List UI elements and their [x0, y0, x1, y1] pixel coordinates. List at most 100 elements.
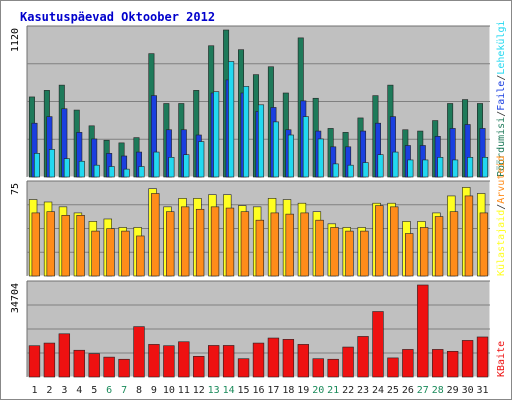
bar-kbytes-KBaite-day-16 [252, 342, 265, 378]
bar-visits-Arvuteid-day-16 [255, 219, 265, 277]
x-tick-label: 15 [238, 385, 250, 396]
bar-visits-Arvuteid-day-30 [464, 195, 474, 277]
bar-visits-Arvuteid-day-13 [210, 206, 220, 277]
bar-visits-Arvuteid-day-27 [419, 227, 429, 277]
x-tick-label: 26 [402, 385, 414, 396]
bar-visits-Arvuteid-day-15 [240, 211, 250, 277]
x-tick-label: 30 [462, 385, 474, 396]
legend-visits: Külastajaid/Arvuteid [496, 156, 507, 276]
legend-separator: / [496, 75, 507, 81]
bar-kbytes-KBaite-day-30 [461, 340, 474, 378]
bar-kbytes-KBaite-day-3 [58, 333, 71, 378]
bar-hits-Lehekülgi-day-11 [183, 154, 190, 178]
bar-visits-Arvuteid-day-2 [46, 211, 55, 277]
x-tick-label: 27 [417, 385, 429, 396]
x-tick-label: 16 [252, 385, 264, 396]
x-tick-label: 6 [106, 385, 112, 396]
bar-kbytes-KBaite-day-13 [208, 345, 220, 378]
legend-item: KBaite [496, 341, 507, 377]
x-tick-label: 24 [372, 385, 384, 396]
bar-visits-Arvuteid-day-12 [195, 208, 205, 277]
bar-hits-Lehekülgi-day-12 [198, 141, 205, 178]
bar-kbytes-KBaite-day-10 [163, 345, 175, 378]
legend-separator: / [496, 111, 507, 117]
x-tick-label: 18 [282, 385, 294, 396]
bar-kbytes-KBaite-day-9 [148, 344, 160, 378]
bar-visits-Arvuteid-day-4 [76, 215, 85, 277]
bar-kbytes-KBaite-day-27 [417, 284, 429, 378]
bar-hits-Lehekülgi-day-16 [258, 104, 265, 178]
bar-kbytes-KBaite-day-28 [432, 349, 444, 378]
bar-visits-Arvuteid-day-14 [225, 207, 235, 277]
bar-visits-Arvuteid-day-25 [390, 206, 399, 277]
x-tick-label: 5 [91, 385, 97, 396]
bar-kbytes-KBaite-day-20 [312, 358, 324, 378]
legend-separator: / [496, 204, 507, 210]
bar-hits-Lehekülgi-day-20 [317, 138, 324, 178]
bar-hits-Lehekülgi-day-24 [377, 154, 384, 178]
bar-hits-Lehekülgi-day-14 [228, 61, 235, 178]
bar-hits-Lehekülgi-day-19 [302, 116, 309, 178]
x-tick-label: 7 [121, 385, 127, 396]
bar-kbytes-KBaite-day-1 [28, 345, 41, 378]
bar-hits-Lehekülgi-day-8 [138, 166, 145, 178]
bar-hits-Lehekülgi-day-3 [63, 158, 70, 178]
bar-hits-Lehekülgi-day-21 [332, 163, 339, 178]
bar-hits-Lehekülgi-day-5 [93, 164, 100, 178]
bar-kbytes-KBaite-day-18 [282, 339, 295, 378]
bar-kbytes-KBaite-day-15 [237, 358, 250, 378]
x-tick-label: 2 [46, 385, 52, 396]
x-tick-label: 25 [387, 385, 399, 396]
bar-kbytes-KBaite-day-29 [446, 350, 459, 378]
bar-hits-Lehekülgi-day-31 [482, 157, 489, 178]
bar-hits-Lehekülgi-day-30 [467, 157, 474, 178]
x-tick-label: 20 [312, 385, 324, 396]
bar-hits-Lehekülgi-day-25 [392, 151, 399, 178]
bar-visits-Arvuteid-day-29 [449, 211, 459, 277]
bar-hits-Lehekülgi-day-2 [48, 149, 55, 178]
bar-kbytes-KBaite-day-5 [88, 353, 100, 378]
ymax-label: 75 [10, 183, 21, 195]
bar-kbytes-KBaite-day-6 [103, 356, 115, 378]
bar-hits-Lehekülgi-day-29 [452, 159, 459, 178]
bar-kbytes-KBaite-day-21 [327, 358, 339, 378]
bar-visits-Arvuteid-day-17 [270, 212, 279, 277]
bar-hits-Lehekülgi-day-27 [422, 159, 429, 178]
bar-hits-Lehekülgi-day-10 [168, 157, 175, 178]
x-tick-label: 21 [327, 385, 339, 396]
x-tick-label: 8 [136, 385, 142, 396]
bar-kbytes-KBaite-day-14 [222, 345, 235, 378]
x-tick-label: 11 [178, 385, 190, 396]
bar-visits-Arvuteid-day-22 [345, 230, 354, 277]
x-tick-label: 29 [447, 385, 459, 396]
bar-hits-Lehekülgi-day-17 [272, 121, 279, 178]
bar-hits-Lehekülgi-day-18 [287, 134, 294, 178]
x-tick-label: 10 [163, 385, 175, 396]
legend-hits: Pöördumisi/Faile/Lehekülgi [496, 20, 507, 177]
x-tick-label: 1 [31, 385, 37, 396]
x-tick-label: 3 [61, 385, 67, 396]
x-tick-label: 4 [76, 385, 82, 396]
ymax-label: 1120 [10, 28, 21, 52]
panel-visits: 75 Külastajaid/Arvuteid [10, 156, 507, 277]
bar-kbytes-KBaite-day-17 [267, 337, 280, 378]
bar-hits-Lehekülgi-day-9 [153, 151, 160, 178]
x-tick-label: 23 [357, 385, 369, 396]
bar-visits-Arvuteid-day-20 [315, 219, 324, 277]
bar-hits-Lehekülgi-day-26 [407, 159, 414, 178]
legend-item: Külastajaid [496, 210, 507, 276]
bar-hits-Lehekülgi-day-4 [78, 160, 85, 178]
bar-visits-Arvuteid-day-7 [121, 230, 130, 277]
bar-kbytes-KBaite-day-12 [193, 356, 205, 378]
bar-hits-Lehekülgi-day-7 [123, 168, 130, 178]
legend-item: Faile [496, 81, 507, 111]
bar-visits-Arvuteid-day-8 [136, 235, 145, 277]
bar-kbytes-KBaite-day-7 [118, 358, 130, 378]
bar-kbytes-KBaite-day-31 [476, 336, 489, 378]
bar-kbytes-KBaite-day-25 [387, 357, 399, 378]
bar-kbytes-KBaite-day-26 [402, 349, 414, 378]
bar-visits-Arvuteid-day-19 [300, 212, 309, 277]
bar-visits-Arvuteid-day-11 [180, 206, 190, 277]
x-tick-label: 28 [432, 385, 444, 396]
